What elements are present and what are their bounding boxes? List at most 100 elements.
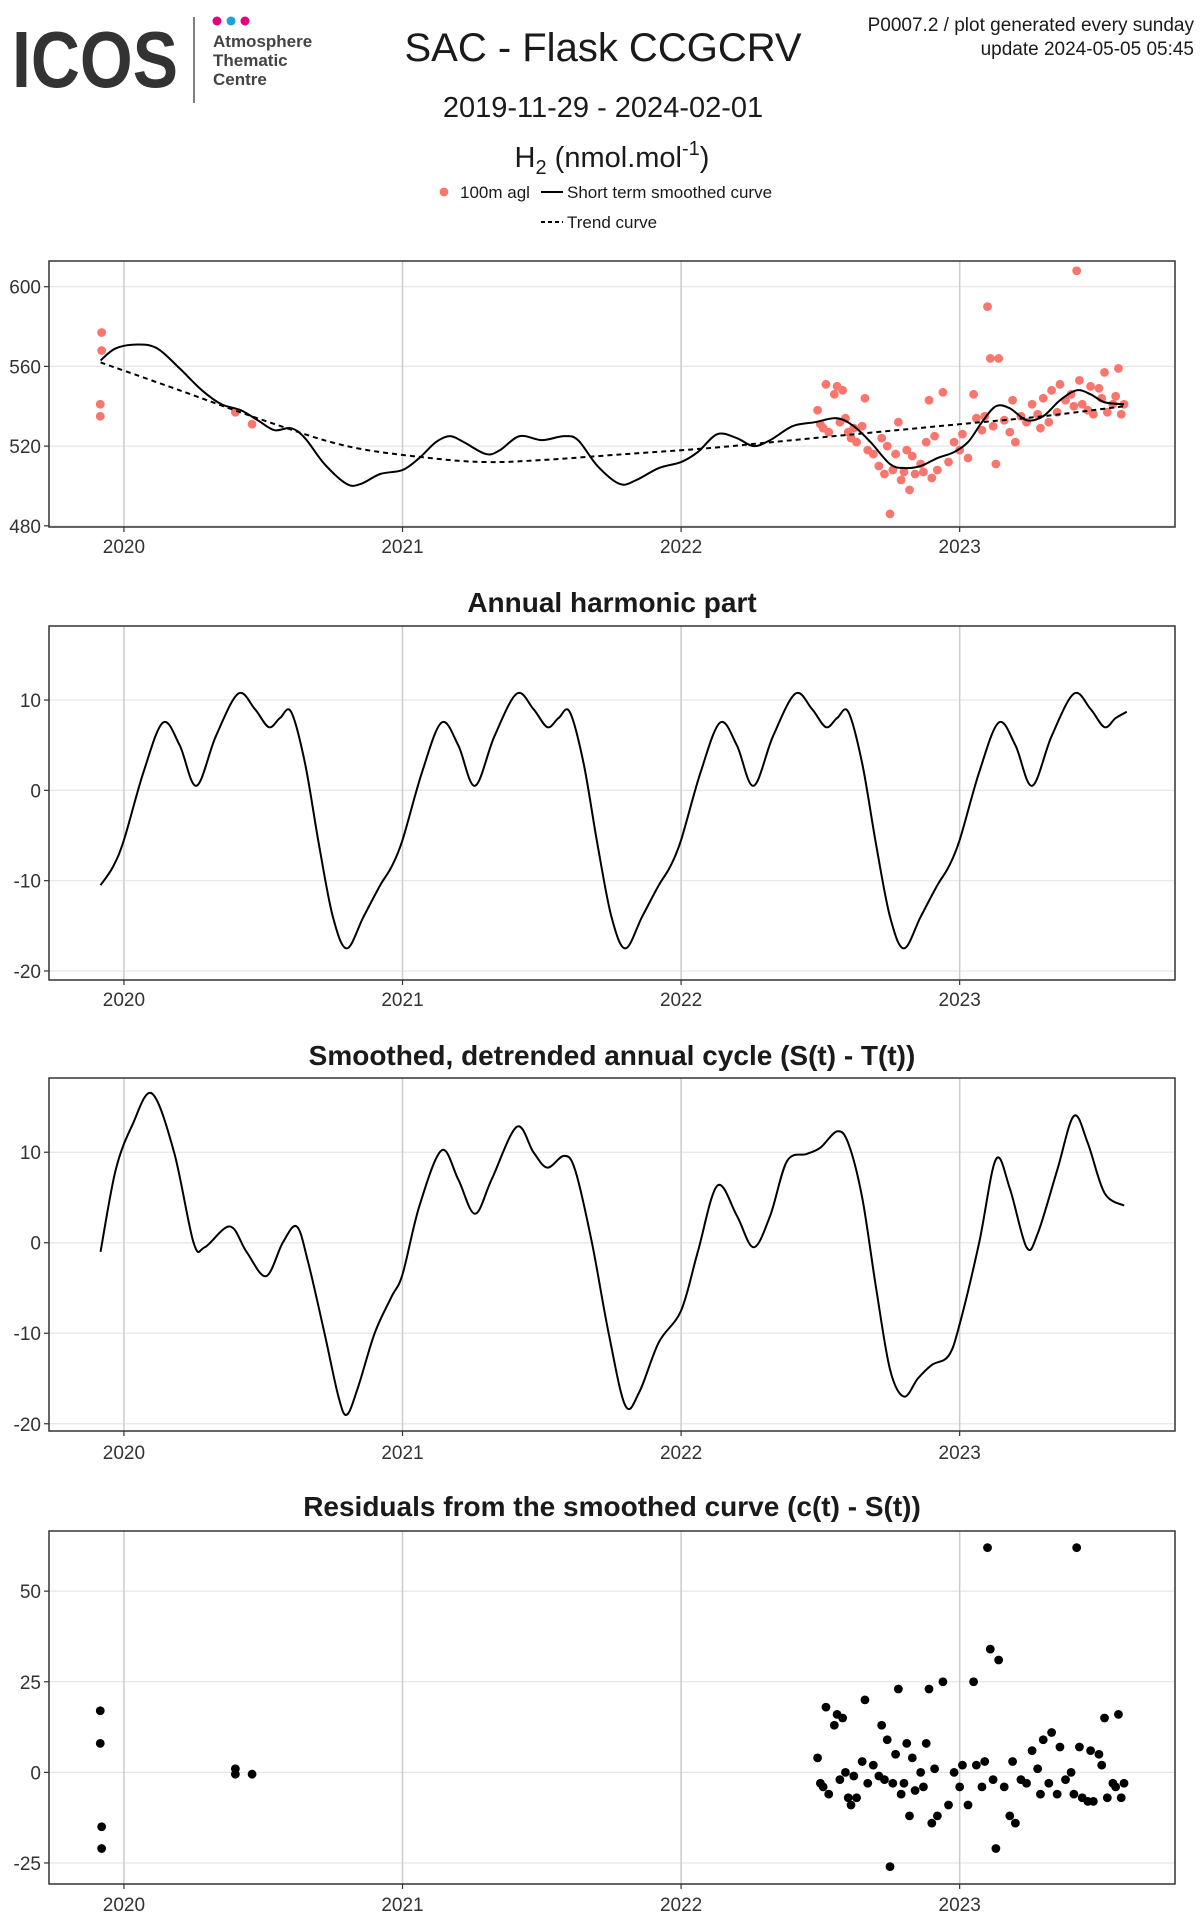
y-tick-label: 480 [9, 517, 41, 538]
point [969, 389, 978, 399]
point [863, 1778, 873, 1788]
point [949, 1767, 959, 1777]
point [932, 1811, 942, 1821]
point [1027, 1746, 1037, 1756]
point [902, 445, 912, 455]
legend-label: 100m agl [460, 183, 530, 202]
point [927, 1818, 937, 1828]
point [818, 1782, 828, 1792]
point [1047, 1728, 1056, 1737]
point [907, 451, 917, 461]
point [247, 1769, 257, 1779]
point [919, 1782, 928, 1792]
point [230, 1769, 240, 1779]
point [849, 423, 859, 433]
x-tick-label: 2021 [381, 537, 423, 558]
point [1116, 409, 1126, 419]
point [963, 1800, 973, 1810]
point [1088, 409, 1098, 419]
label-part: H [515, 142, 536, 174]
point [882, 441, 892, 451]
y-tick-label: -25 [14, 1854, 41, 1875]
point [971, 413, 981, 423]
logo-dot [212, 16, 222, 26]
point [927, 473, 937, 483]
point [891, 1749, 900, 1759]
point [1094, 1749, 1104, 1759]
legend-label: Short term smoothed curve [567, 183, 772, 202]
point [1075, 375, 1084, 385]
point [1072, 1543, 1082, 1553]
x-tick-label: 2020 [103, 537, 145, 558]
y-tick-label: 0 [30, 1234, 41, 1255]
x-tick-label: 2022 [660, 1443, 702, 1464]
point [938, 1677, 948, 1687]
y-tick-label: 0 [30, 781, 41, 802]
point [95, 399, 105, 409]
y-tick-label: 0 [30, 1763, 41, 1784]
x-tick-label: 2021 [381, 990, 423, 1011]
meta-line: update 2024-05-05 05:45 [981, 39, 1194, 60]
point [955, 1782, 965, 1792]
point [813, 1753, 822, 1763]
logo-dot [240, 16, 250, 26]
point [958, 1760, 967, 1770]
point [835, 1775, 845, 1785]
point [921, 437, 931, 447]
point [988, 421, 998, 431]
point [1086, 1746, 1095, 1756]
point [1111, 1782, 1121, 1792]
x-tick-label: 2023 [939, 537, 981, 558]
point [977, 425, 987, 435]
point [1005, 1811, 1015, 1821]
point [893, 1684, 903, 1694]
point [829, 1720, 839, 1730]
point [932, 465, 942, 475]
x-tick-label: 2022 [660, 537, 702, 558]
point [1044, 417, 1054, 427]
point [921, 1738, 931, 1748]
point [885, 1862, 895, 1872]
x-tick-label: 2022 [660, 1895, 702, 1916]
point [821, 379, 831, 389]
point [247, 419, 257, 429]
point [824, 1789, 834, 1799]
panel-border [48, 1530, 1176, 1885]
point [983, 302, 992, 312]
y-tick-label: 560 [9, 357, 41, 378]
point [1088, 1796, 1098, 1806]
point [860, 393, 870, 403]
y-tick-label: -20 [14, 1415, 41, 1436]
logo: ICOS [12, 15, 178, 104]
label-sup: -1 [682, 138, 700, 160]
x-tick-label: 2020 [103, 1895, 145, 1916]
point [857, 421, 867, 431]
legend-label: Trend curve [567, 213, 657, 232]
point [893, 417, 903, 427]
point [983, 1543, 992, 1553]
x-tick-label: 2021 [381, 1895, 423, 1916]
point [902, 1738, 912, 1748]
point [1061, 1775, 1070, 1785]
curve [100, 361, 1125, 464]
point [1005, 427, 1015, 437]
x-tick-label: 2023 [939, 990, 981, 1011]
point [1102, 1793, 1112, 1803]
point [1010, 437, 1020, 447]
point [985, 1644, 995, 1654]
point [824, 427, 834, 437]
point [1097, 1760, 1107, 1770]
point [838, 385, 848, 395]
point [874, 461, 884, 471]
point [1047, 385, 1056, 395]
point [860, 1695, 870, 1705]
point [857, 1757, 867, 1766]
point [1116, 1793, 1126, 1803]
point [1036, 1789, 1045, 1799]
point [868, 449, 878, 459]
point [813, 405, 822, 415]
point [97, 1822, 107, 1832]
point [1086, 381, 1095, 391]
